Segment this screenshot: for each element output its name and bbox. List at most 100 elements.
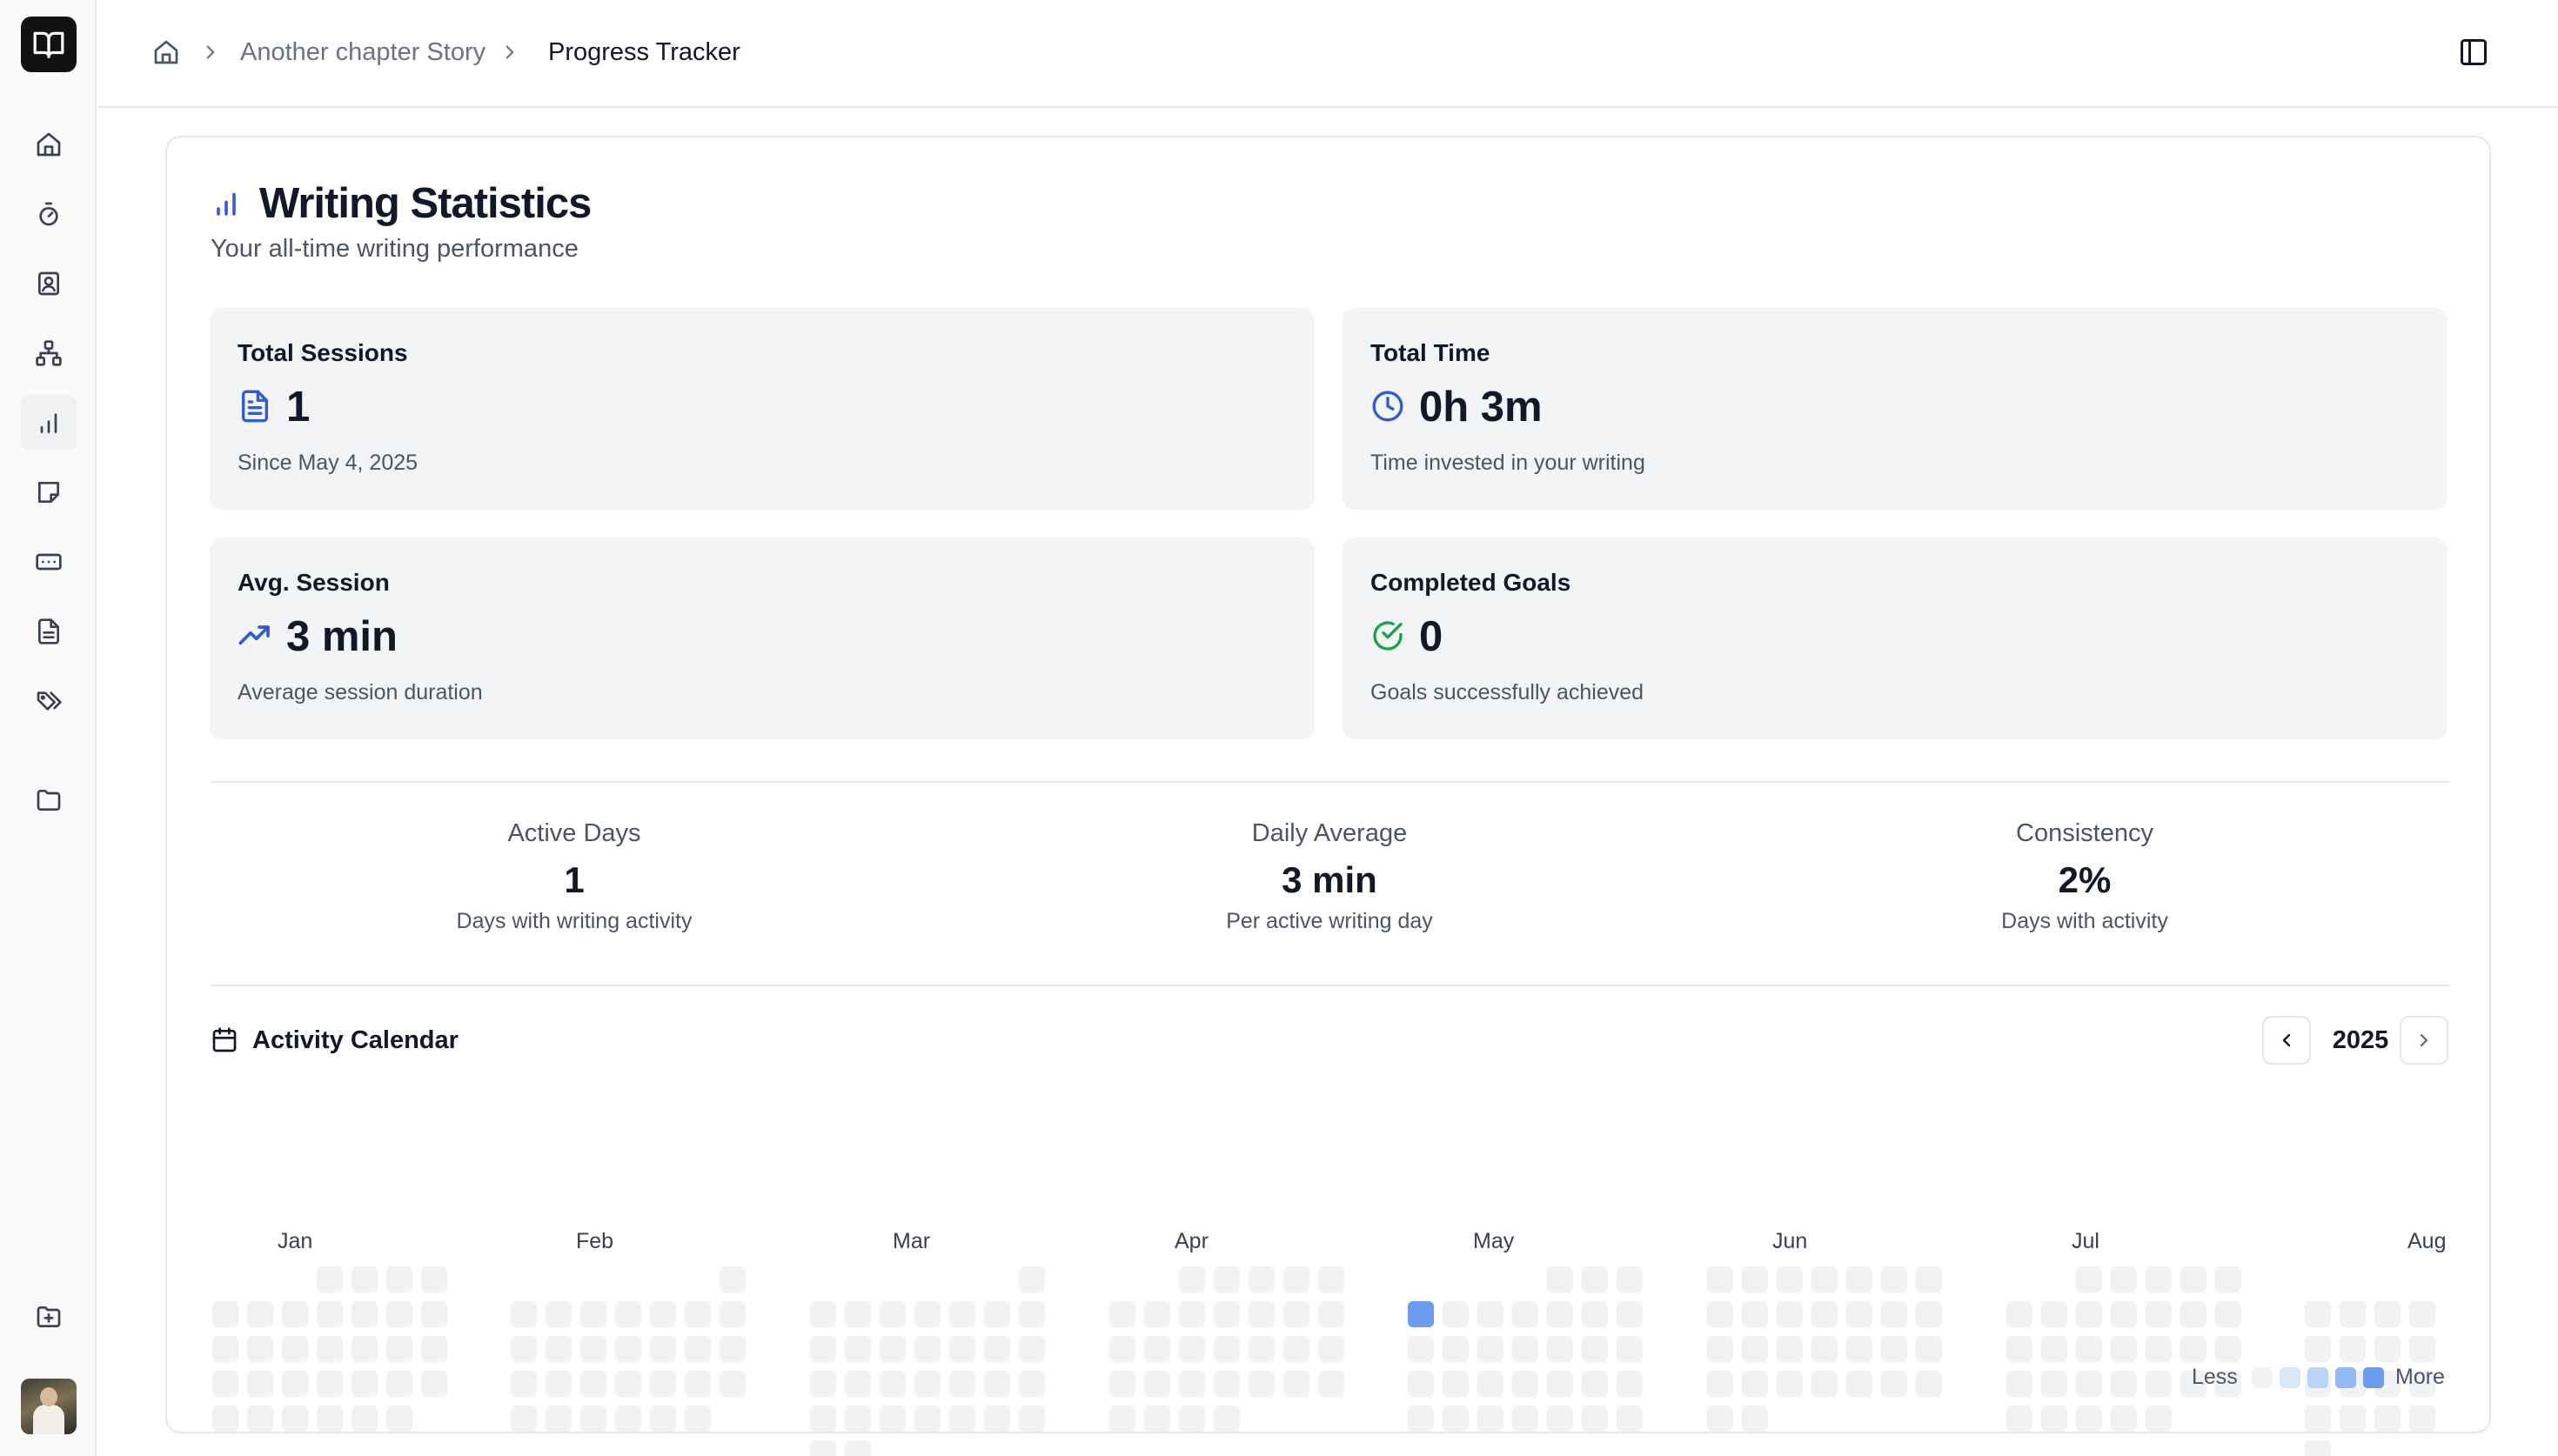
calendar-day-cell[interactable] (1547, 1406, 1573, 1432)
calendar-day-cell[interactable] (580, 1371, 606, 1397)
calendar-day-cell[interactable] (1144, 1406, 1170, 1432)
calendar-day-cell[interactable] (1617, 1301, 1643, 1327)
calendar-day-cell[interactable] (880, 1336, 906, 1362)
calendar-day-cell[interactable] (845, 1406, 871, 1432)
calendar-day-cell[interactable] (1214, 1371, 1240, 1397)
nav-structure[interactable] (21, 325, 77, 381)
calendar-day-cell[interactable] (1707, 1406, 1733, 1432)
calendar-day-cell[interactable] (352, 1371, 378, 1397)
calendar-day-cell[interactable] (1582, 1406, 1608, 1432)
calendar-day-cell[interactable] (2374, 1301, 2401, 1327)
calendar-day-cell[interactable] (1318, 1266, 1344, 1292)
calendar-day-cell[interactable] (352, 1301, 378, 1327)
calendar-day-cell[interactable] (880, 1406, 906, 1432)
calendar-day-cell[interactable] (2006, 1371, 2032, 1397)
calendar-day-cell[interactable] (511, 1406, 537, 1432)
nav-new-folder[interactable] (21, 1289, 77, 1345)
calendar-day-cell[interactable] (317, 1336, 343, 1362)
calendar-day-cell[interactable] (212, 1406, 238, 1432)
calendar-day-cell[interactable] (845, 1440, 871, 1456)
calendar-day-cell[interactable] (247, 1301, 273, 1327)
calendar-day-cell[interactable] (2305, 1336, 2331, 1362)
calendar-day-cell[interactable] (1179, 1301, 1205, 1327)
nav-keyboard[interactable] (21, 534, 77, 590)
calendar-day-cell[interactable] (1019, 1371, 1045, 1397)
calendar-day-cell[interactable] (2006, 1301, 2032, 1327)
calendar-day-cell[interactable] (1777, 1266, 1803, 1292)
calendar-day-cell[interactable] (845, 1371, 871, 1397)
calendar-day-cell[interactable] (845, 1301, 871, 1327)
calendar-day-cell[interactable] (1777, 1301, 1803, 1327)
calendar-day-cell[interactable] (914, 1371, 941, 1397)
calendar-day-cell[interactable] (386, 1266, 412, 1292)
calendar-day-cell[interactable] (2076, 1301, 2102, 1327)
calendar-day-cell[interactable] (949, 1406, 975, 1432)
calendar-day-cell[interactable] (580, 1406, 606, 1432)
calendar-day-cell[interactable] (2409, 1336, 2435, 1362)
calendar-day-cell[interactable] (2041, 1301, 2067, 1327)
calendar-day-cell[interactable] (845, 1336, 871, 1362)
calendar-day-cell[interactable] (1477, 1371, 1503, 1397)
breadcrumb-project[interactable]: Another chapter Story (240, 38, 486, 66)
calendar-day-cell[interactable] (317, 1371, 343, 1397)
calendar-day-cell[interactable] (1109, 1371, 1135, 1397)
calendar-day-cell[interactable] (1477, 1406, 1503, 1432)
calendar-day-cell[interactable] (1019, 1406, 1045, 1432)
calendar-day-cell[interactable] (1916, 1301, 1942, 1327)
calendar-day-cell[interactable] (580, 1301, 606, 1327)
calendar-day-cell[interactable] (2374, 1336, 2401, 1362)
calendar-day-cell[interactable] (2215, 1371, 2241, 1397)
calendar-day-cell[interactable] (546, 1371, 572, 1397)
calendar-day-cell[interactable] (984, 1371, 1010, 1397)
user-avatar[interactable] (21, 1379, 77, 1434)
calendar-day-cell[interactable] (914, 1301, 941, 1327)
calendar-day-cell[interactable] (2041, 1406, 2067, 1432)
calendar-day-cell[interactable] (1811, 1371, 1838, 1397)
calendar-day-cell[interactable] (1742, 1301, 1768, 1327)
calendar-day-cell[interactable] (1214, 1266, 1240, 1292)
calendar-day-cell[interactable] (2215, 1301, 2241, 1327)
calendar-day-cell[interactable] (1811, 1301, 1838, 1327)
calendar-day-cell[interactable] (511, 1336, 537, 1362)
calendar-day-cell[interactable] (1742, 1336, 1768, 1362)
calendar-day-cell[interactable] (650, 1336, 676, 1362)
calendar-day-cell[interactable] (2076, 1406, 2102, 1432)
calendar-day-cell[interactable] (2111, 1371, 2137, 1397)
calendar-day-cell[interactable] (1742, 1266, 1768, 1292)
calendar-day-cell[interactable] (1846, 1336, 1872, 1362)
calendar-day-cell[interactable] (1916, 1371, 1942, 1397)
calendar-day-cell[interactable] (212, 1371, 238, 1397)
app-logo[interactable] (21, 17, 77, 72)
calendar-day-cell[interactable] (1249, 1301, 1275, 1327)
calendar-day-cell[interactable] (2146, 1406, 2172, 1432)
calendar-day-cell[interactable] (1408, 1336, 1434, 1362)
nav-timer[interactable] (21, 186, 77, 242)
panel-toggle-icon[interactable] (2458, 37, 2489, 68)
calendar-day-cell[interactable] (1547, 1371, 1573, 1397)
calendar-day-cell[interactable] (1283, 1336, 1309, 1362)
calendar-day-cell[interactable] (1742, 1406, 1768, 1432)
calendar-day-cell[interactable] (2180, 1301, 2206, 1327)
calendar-day-cell[interactable] (1214, 1336, 1240, 1362)
calendar-day-cell[interactable] (1443, 1301, 1469, 1327)
calendar-day-cell[interactable] (2111, 1266, 2137, 1292)
calendar-day-cell[interactable] (247, 1336, 273, 1362)
calendar-day-cell[interactable] (1477, 1336, 1503, 1362)
calendar-day-cell[interactable] (685, 1301, 711, 1327)
calendar-day-cell[interactable] (1214, 1301, 1240, 1327)
calendar-day-cell[interactable] (615, 1406, 641, 1432)
calendar-day-cell[interactable] (1881, 1301, 1907, 1327)
calendar-day-cell[interactable] (2006, 1406, 2032, 1432)
calendar-day-cell[interactable] (1916, 1336, 1942, 1362)
calendar-day-cell[interactable] (1707, 1371, 1733, 1397)
calendar-day-cell[interactable] (1846, 1301, 1872, 1327)
calendar-day-cell[interactable] (810, 1301, 836, 1327)
calendar-day-cell[interactable] (2215, 1336, 2241, 1362)
calendar-day-cell[interactable] (810, 1406, 836, 1432)
calendar-day-cell[interactable] (1179, 1266, 1205, 1292)
home-icon[interactable] (152, 38, 180, 66)
nav-home[interactable] (21, 117, 77, 172)
calendar-day-cell[interactable] (2340, 1406, 2366, 1432)
calendar-day-cell[interactable] (615, 1301, 641, 1327)
calendar-day-cell[interactable] (511, 1371, 537, 1397)
